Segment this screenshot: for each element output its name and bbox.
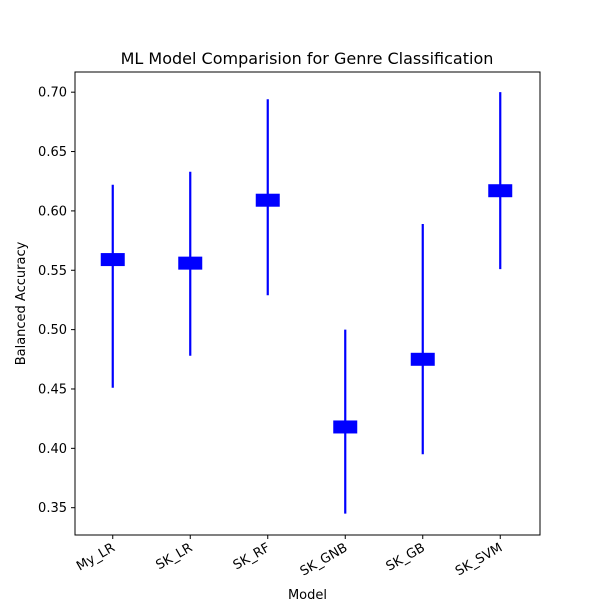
y-axis-label: Balanced Accuracy [14, 241, 29, 365]
y-tick-label: 0.70 [38, 86, 67, 101]
x-tick-label: SK_LR [153, 540, 195, 573]
x-tick-label: SK_RF [231, 540, 273, 573]
x-tick-label: My_LR [74, 540, 118, 574]
mean-marker [178, 256, 203, 270]
x-tick-label: SK_SVM [453, 540, 505, 579]
y-tick-label: 0.50 [38, 323, 67, 338]
x-axis: My_LR SK_LR SK_RF SK_GNB SK_GB SK_SVM [74, 535, 505, 579]
y-tick-label: 0.65 [38, 145, 67, 160]
y-tick-label: 0.60 [38, 204, 67, 219]
plot-area [100, 92, 513, 514]
x-axis-label: Model [288, 588, 327, 600]
y-tick-label: 0.35 [38, 501, 67, 516]
mean-marker [100, 253, 125, 267]
y-tick-label: 0.40 [38, 442, 67, 457]
y-tick-label: 0.55 [38, 264, 67, 279]
mean-marker [333, 420, 358, 434]
y-tick-label: 0.45 [38, 382, 67, 397]
x-tick-label: SK_GNB [298, 540, 351, 579]
mean-marker [410, 352, 435, 366]
plot-frame [74, 71, 541, 536]
mean-marker [488, 184, 513, 198]
y-axis: 0.35 0.40 0.45 0.50 0.55 0.60 0.65 0.70 [38, 86, 75, 516]
chart-title: ML Model Comparision for Genre Classific… [121, 49, 494, 68]
mean-marker [255, 193, 280, 207]
x-tick-label: SK_GB [384, 540, 428, 574]
